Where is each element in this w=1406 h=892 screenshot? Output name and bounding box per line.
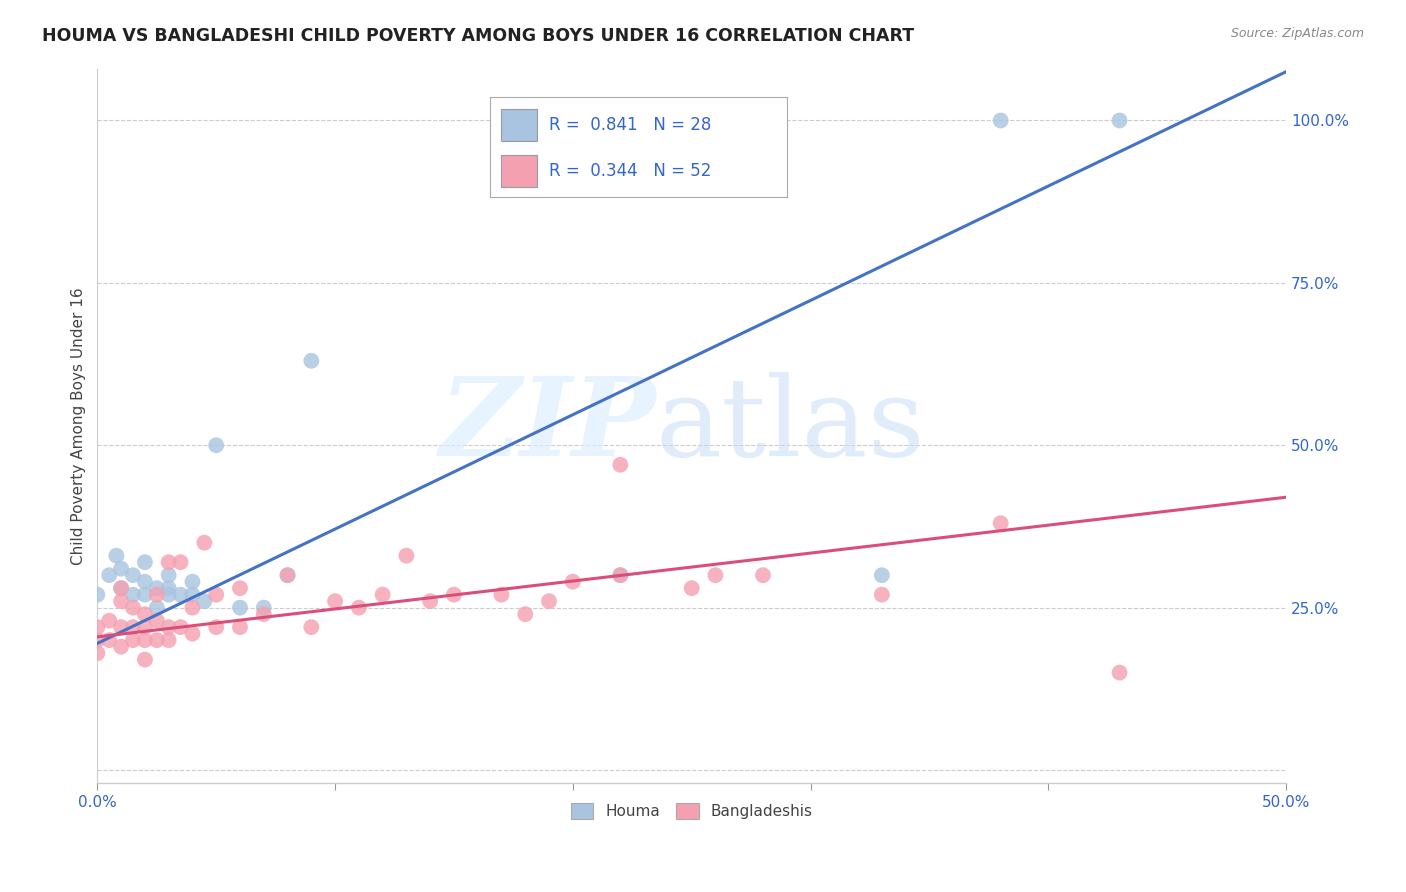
Point [299, 620, 322, 634]
Point [122, 588, 145, 602]
Point [169, 588, 191, 602]
Point [419, 594, 441, 608]
Point [752, 568, 775, 582]
Point [395, 549, 418, 563]
Point [609, 568, 631, 582]
Point [704, 568, 727, 582]
Point [98, 568, 121, 582]
Point [229, 620, 252, 634]
Point [98, 614, 121, 628]
Point [122, 600, 145, 615]
Legend: Houma, Bangladeshis: Houma, Bangladeshis [564, 797, 818, 825]
Point [110, 562, 132, 576]
Text: HOUMA VS BANGLADESHI CHILD POVERTY AMONG BOYS UNDER 16 CORRELATION CHART: HOUMA VS BANGLADESHI CHILD POVERTY AMONG… [42, 27, 914, 45]
Point [193, 594, 215, 608]
Point [134, 652, 156, 666]
Point [134, 574, 156, 589]
Point [990, 113, 1012, 128]
Point [229, 600, 252, 615]
Point [277, 568, 299, 582]
Point [253, 600, 276, 615]
Point [122, 568, 145, 582]
Point [157, 588, 180, 602]
Point [347, 600, 370, 615]
Point [98, 633, 121, 648]
Point [146, 633, 169, 648]
Point [86, 633, 108, 648]
Point [146, 588, 169, 602]
Point [205, 620, 228, 634]
Point [193, 535, 215, 549]
Point [122, 620, 145, 634]
Point [205, 438, 228, 452]
Point [134, 555, 156, 569]
Point [157, 581, 180, 595]
Point [134, 607, 156, 622]
Point [157, 633, 180, 648]
Point [253, 607, 276, 622]
Y-axis label: Child Poverty Among Boys Under 16: Child Poverty Among Boys Under 16 [72, 287, 86, 565]
Point [681, 581, 703, 595]
Point [157, 555, 180, 569]
Point [443, 588, 465, 602]
Point [110, 581, 132, 595]
Point [229, 581, 252, 595]
Point [86, 588, 108, 602]
Point [110, 581, 132, 595]
Point [181, 574, 204, 589]
Text: Source: ZipAtlas.com: Source: ZipAtlas.com [1230, 27, 1364, 40]
Point [181, 588, 204, 602]
Point [609, 458, 631, 472]
Point [181, 626, 204, 640]
Point [870, 568, 893, 582]
Text: atlas: atlas [657, 372, 925, 479]
Point [134, 620, 156, 634]
Point [515, 607, 537, 622]
Point [323, 594, 346, 608]
Point [157, 620, 180, 634]
Point [561, 574, 583, 589]
Point [609, 568, 631, 582]
Point [110, 594, 132, 608]
Text: ZIP: ZIP [439, 372, 657, 480]
Point [277, 568, 299, 582]
Point [146, 581, 169, 595]
Point [110, 640, 132, 654]
Point [86, 620, 108, 634]
Point [122, 633, 145, 648]
Point [146, 614, 169, 628]
Point [169, 555, 191, 569]
Point [157, 568, 180, 582]
Point [146, 600, 169, 615]
Point [371, 588, 394, 602]
Point [299, 354, 322, 368]
Point [110, 620, 132, 634]
Point [105, 549, 128, 563]
Point [169, 620, 191, 634]
Point [86, 646, 108, 660]
Point [491, 588, 513, 602]
Point [134, 588, 156, 602]
Point [990, 516, 1012, 531]
Point [181, 600, 204, 615]
Point [134, 633, 156, 648]
Point [537, 594, 560, 608]
Point [1108, 113, 1130, 128]
Point [870, 588, 893, 602]
Point [205, 588, 228, 602]
Point [1108, 665, 1130, 680]
